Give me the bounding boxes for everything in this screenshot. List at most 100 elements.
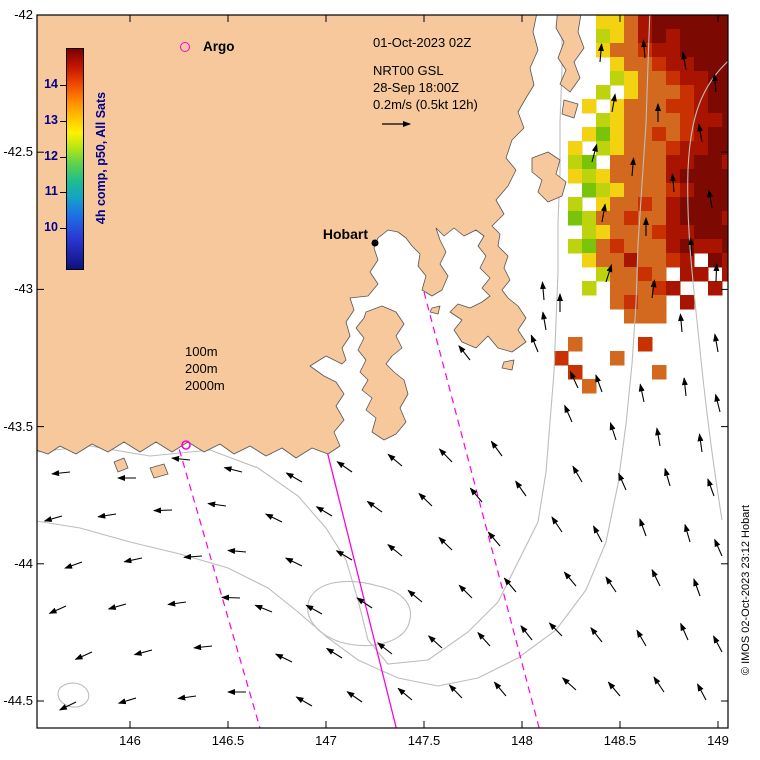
sst-cell [610,239,625,254]
current-arrow [254,604,273,613]
current-arrow [655,427,662,447]
sst-cell [708,113,723,128]
sst-cell [708,239,723,254]
sst-cell [610,253,625,268]
sst-cell [638,29,653,44]
sst-cell [638,253,653,268]
sst-cell [680,43,695,58]
sst-cell [638,141,653,156]
sst-cell [596,169,611,184]
sst-cell [666,71,681,86]
sst-cell [638,85,653,100]
current-arrow [153,507,173,514]
current-arrow [418,492,433,507]
current-vectors [43,39,723,711]
current-arrow [697,683,707,701]
sst-cell [652,197,667,212]
sst-cell [708,127,723,142]
sst-cell [722,169,728,184]
sst-cell [624,43,639,58]
current-arrow [458,345,471,361]
sst-cell [610,155,625,170]
sst-cell [652,71,667,86]
sst-cell [680,57,695,72]
current-arrow [712,73,719,93]
current-arrow [387,453,403,467]
sst-cell [596,225,611,240]
current-arrow [503,577,517,593]
current-arrow [477,631,491,647]
sst-cell [652,267,667,282]
sst-cell [666,29,681,44]
sst-cell [652,85,667,100]
current-arrow [713,333,720,353]
current-arrow [325,647,343,659]
sst-cell [666,15,681,30]
sst-cell [638,71,653,86]
sst-cell [624,239,639,254]
sst-cell [708,281,723,296]
sst-cell [582,169,597,184]
current-arrow [629,157,636,177]
current-arrow [223,466,243,473]
sst-cell [708,141,723,156]
sst-cell [666,183,681,198]
sst-cell [708,225,723,240]
current-arrow [438,536,453,551]
sst-cell [680,169,695,184]
track-solid-line [317,414,397,728]
bathymetry-contours [37,15,728,708]
sst-cell [610,211,625,226]
current-arrow [207,501,227,508]
sst-cell [624,155,639,170]
sst-cell [596,29,611,44]
current-arrow [264,513,283,523]
current-arrow [595,374,603,393]
sst-cell [610,127,625,142]
depth-contour-line [687,60,728,521]
sst-cell [624,169,639,184]
sst-cell [638,309,653,324]
current-arrow [285,472,303,483]
current-arrow [540,281,547,301]
sst-cell [638,183,653,198]
current-arrow [638,383,645,403]
current-arrow [597,43,604,63]
current-arrow [607,681,621,697]
sst-cell [624,99,639,114]
current-arrow [681,51,688,71]
sst-cell [722,225,728,240]
sst-cell [582,225,597,240]
sst-cell [610,267,625,282]
sst-cell [596,43,611,58]
current-arrow [305,604,323,615]
sst-cell [610,183,625,198]
sst-cell [708,155,723,170]
current-arrow [221,594,241,601]
current-arrow [64,561,83,569]
sst-cell [708,29,723,44]
current-arrow [664,467,671,487]
sst-cell [666,225,681,240]
sst-cell [638,155,653,170]
sst-swath [554,15,728,394]
current-arrow [315,506,333,517]
coastline-polygon [355,305,409,441]
current-arrow [377,642,393,655]
current-arrow [541,311,548,331]
sst-cell [666,85,681,100]
sst-cell [652,57,667,72]
sst-cell [596,15,611,30]
current-arrow [58,701,77,711]
current-arrow [97,512,117,519]
sst-cell [666,239,681,254]
current-arrow [490,440,503,457]
depth-contour-line [37,15,563,665]
current-arrow [295,696,313,707]
current-arrow [707,478,715,497]
coastline-polygon [37,15,539,459]
sst-cell [722,29,728,44]
current-arrow [387,544,403,557]
